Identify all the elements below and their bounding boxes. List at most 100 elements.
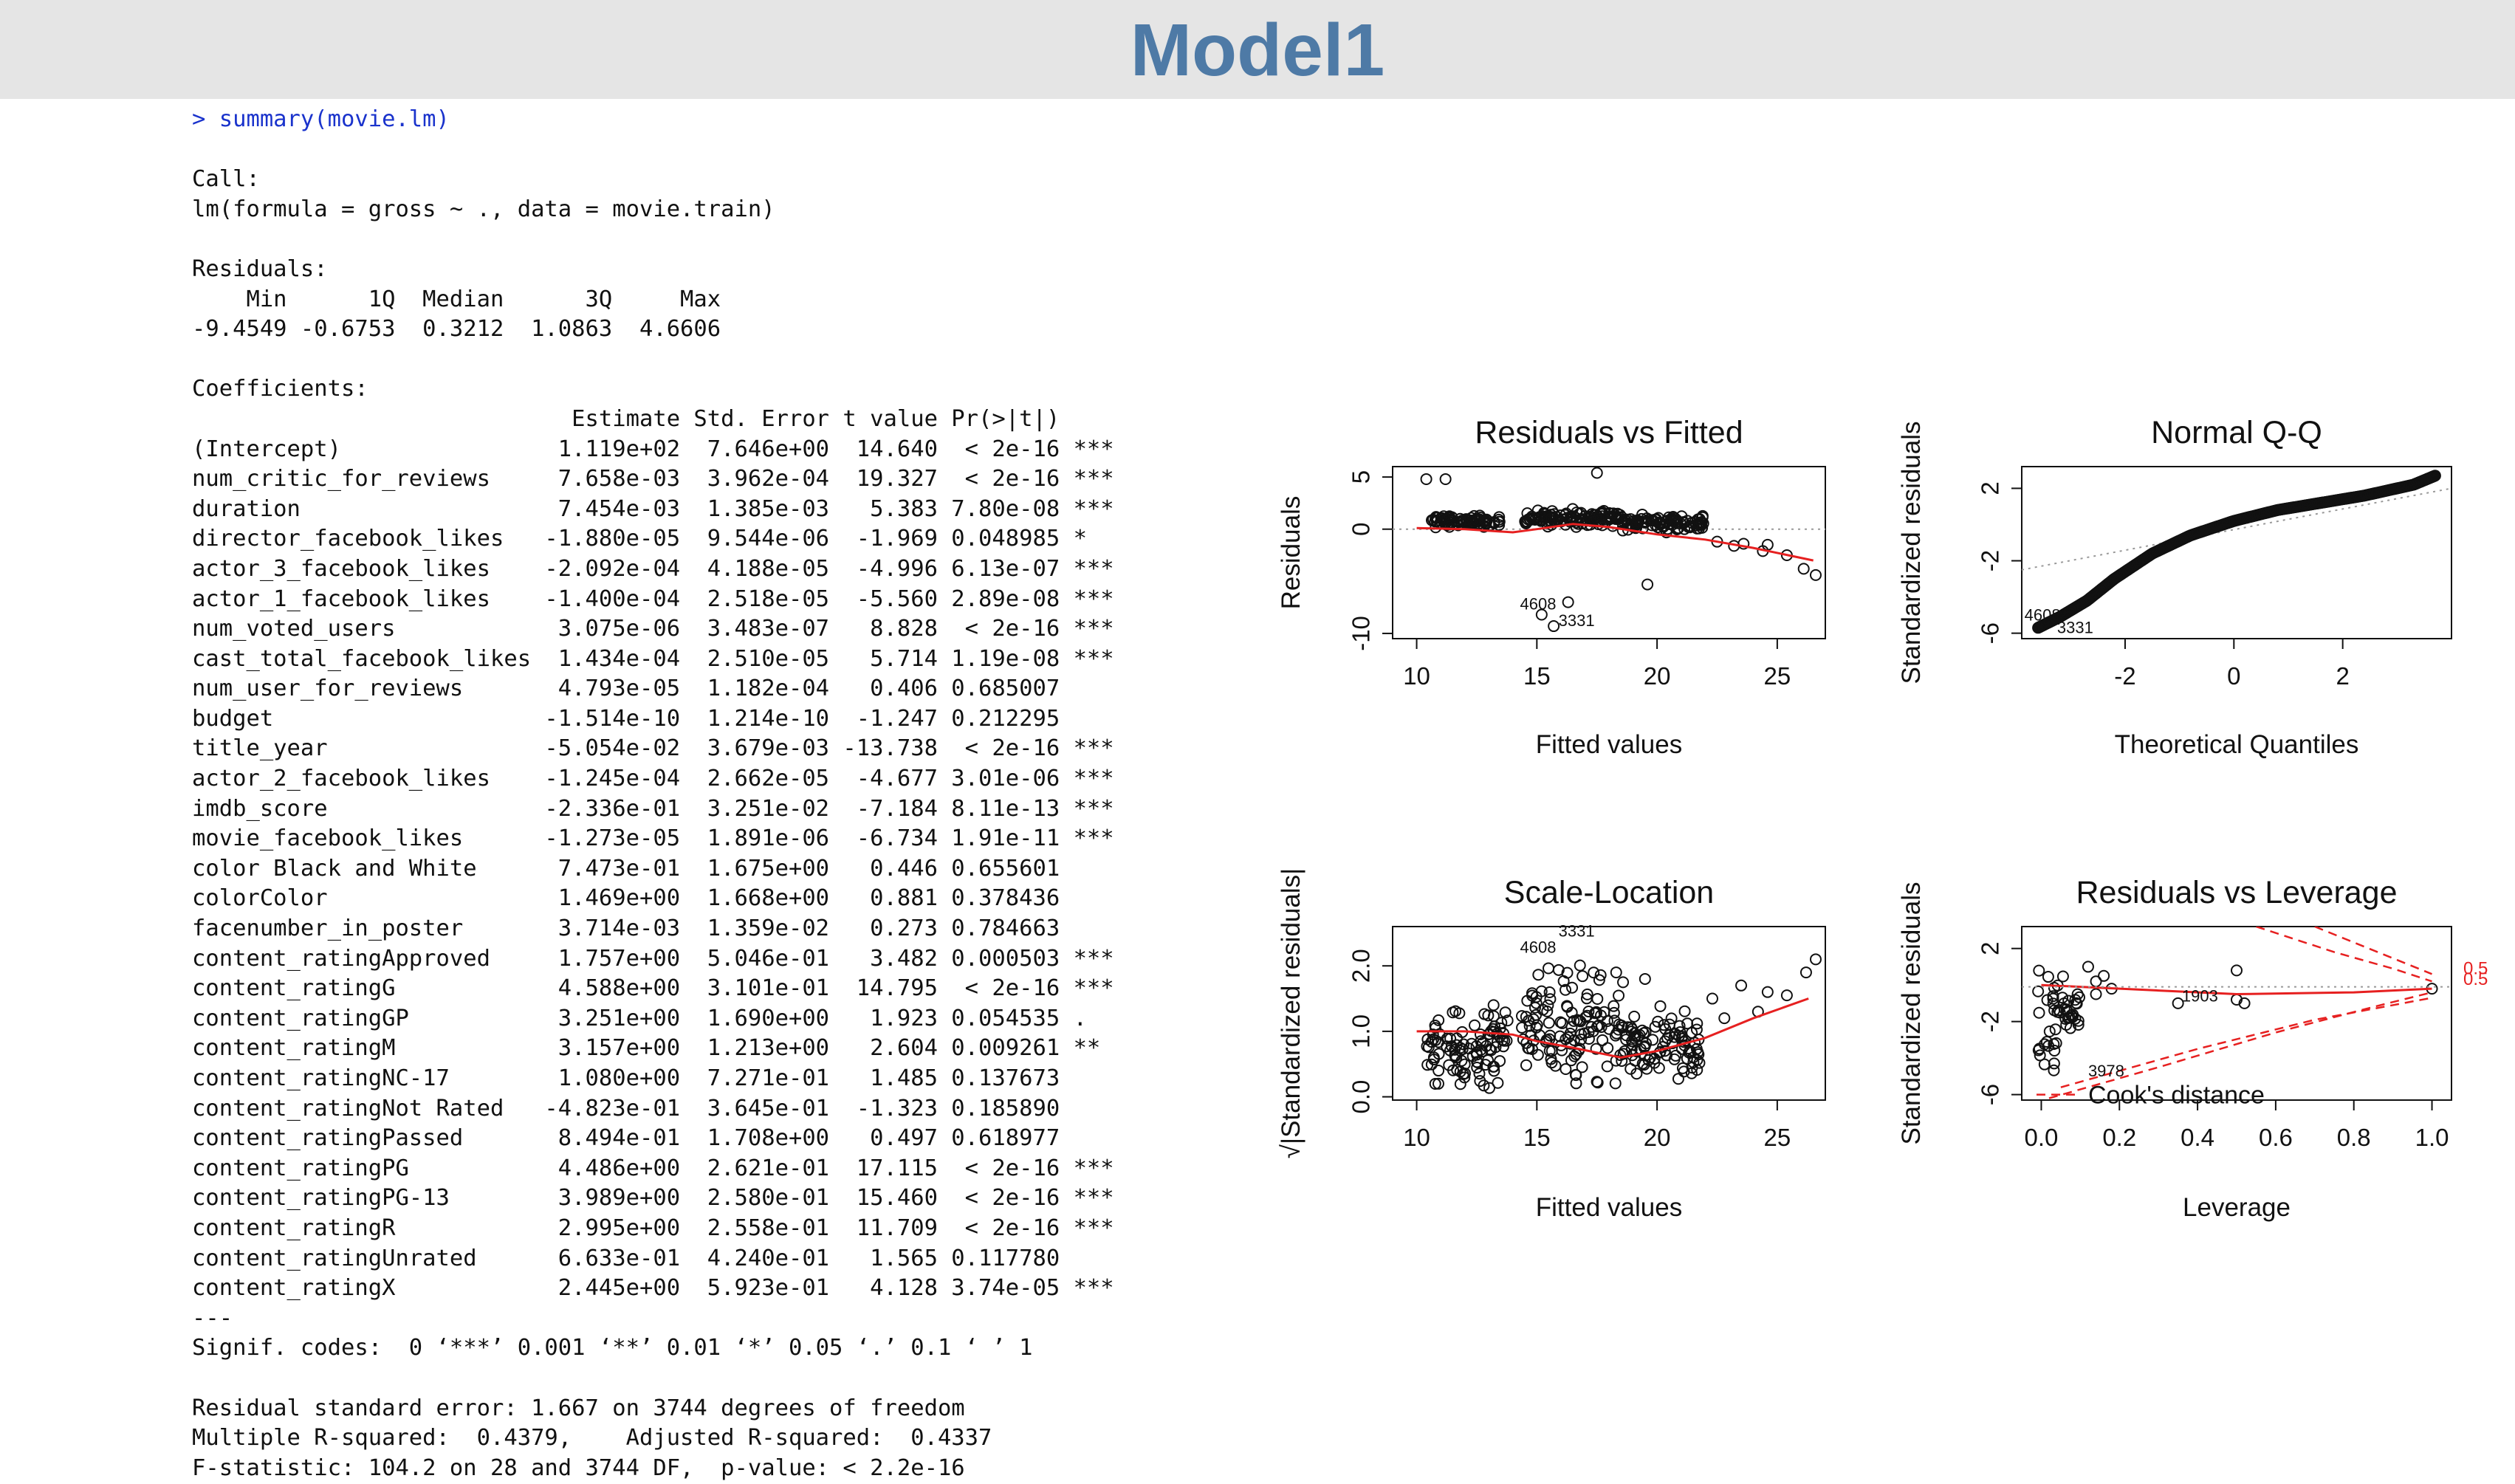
cooks-contour-label: 0.5 bbox=[2463, 969, 2488, 989]
console-output-line: num_user_for_reviews 4.793e-05 1.182e-04… bbox=[192, 676, 1114, 702]
data-point bbox=[1593, 974, 1605, 986]
diagnostic-plots-panel: Residuals vs Fitted Fitted values Residual… bbox=[1255, 384, 2515, 1270]
data-point bbox=[1580, 992, 1593, 1005]
point-label: 3331 bbox=[1559, 611, 1595, 630]
x-tick-label: 10 bbox=[1403, 1124, 1430, 1151]
point-label: 3331 bbox=[1559, 921, 1595, 940]
data-point bbox=[1482, 1054, 1495, 1067]
data-point bbox=[1594, 969, 1607, 981]
data-point bbox=[1616, 511, 1628, 523]
y-axis-label: Standardized residuals bbox=[1897, 882, 1926, 1144]
data-point bbox=[1458, 1058, 1471, 1071]
data-point bbox=[1576, 970, 1589, 983]
console-output-line: content_ratingM 3.157e+00 1.213e+00 2.60… bbox=[192, 1035, 1114, 1062]
data-point bbox=[2172, 997, 2184, 1009]
data-point bbox=[1447, 1064, 1459, 1076]
x-tick-label: 0.8 bbox=[2337, 1124, 2371, 1151]
console-output-line: movie_facebook_likes -1.273e-05 1.891e-0… bbox=[192, 825, 1114, 852]
data-point bbox=[1425, 1058, 1438, 1071]
smooth-line bbox=[1416, 523, 1814, 562]
data-point bbox=[1557, 975, 1570, 987]
data-point bbox=[1458, 516, 1471, 529]
console-output-line: F-statistic: 104.2 on 28 and 3744 DF, p-… bbox=[192, 1454, 965, 1481]
x-tick-label: 10 bbox=[1403, 662, 1430, 690]
console-output-line: colorColor 1.469e+00 1.668e+00 0.881 0.3… bbox=[192, 885, 1114, 912]
data-point bbox=[1477, 1037, 1489, 1049]
r-console-output: > summary(movie.lm) Call: lm(formula = gro… bbox=[192, 105, 1285, 1483]
data-point bbox=[1568, 1050, 1581, 1062]
plot-frame bbox=[1392, 926, 1826, 1101]
y-tick-label: -2 bbox=[1977, 550, 2004, 571]
console-output-line: num_voted_users 3.075e-06 3.483e-07 8.82… bbox=[192, 616, 1114, 642]
data-point bbox=[1429, 1034, 1441, 1046]
data-point bbox=[1574, 959, 1586, 972]
cooks-distance-curve bbox=[2048, 991, 2432, 1099]
point-label: 4608 bbox=[1520, 594, 1557, 613]
legend-entry: Cook's distance bbox=[2088, 1082, 2265, 1110]
data-point bbox=[1676, 1062, 1689, 1074]
data-point bbox=[1468, 509, 1480, 522]
data-point bbox=[1654, 1000, 1667, 1012]
console-output-line: Residuals: bbox=[192, 255, 328, 282]
plot-title: Residuals vs Fitted bbox=[1475, 415, 1743, 450]
data-point bbox=[1560, 983, 1572, 996]
data-point bbox=[1543, 510, 1556, 523]
data-point bbox=[1661, 1032, 1674, 1045]
data-point bbox=[1675, 510, 1688, 523]
data-point bbox=[2051, 1006, 2064, 1018]
data-point bbox=[1471, 1062, 1483, 1074]
data-point bbox=[1737, 537, 1750, 550]
x-tick-label: 15 bbox=[1523, 662, 1551, 690]
data-point bbox=[1493, 515, 1506, 528]
console-output-line: Multiple R-squared: 0.4379, Adjusted R-s… bbox=[192, 1425, 1006, 1452]
data-point bbox=[1455, 515, 1467, 528]
data-point bbox=[1590, 1042, 1602, 1055]
console-output-line: facenumber_in_poster 3.714e-03 1.359e-02… bbox=[192, 916, 1114, 942]
data-point bbox=[1543, 1017, 1555, 1029]
console-output-line: Min 1Q Median 3Q Max bbox=[192, 286, 735, 312]
data-point bbox=[1591, 1076, 1604, 1089]
data-point bbox=[1498, 1034, 1511, 1047]
console-output-line: actor_3_facebook_likes -2.092e-04 4.188e… bbox=[192, 555, 1114, 582]
data-point bbox=[2039, 1038, 2051, 1051]
data-point bbox=[2038, 1058, 2051, 1071]
data-point bbox=[1458, 1071, 1471, 1084]
data-point bbox=[1535, 608, 1548, 621]
data-point bbox=[1647, 1034, 1659, 1046]
data-point bbox=[1556, 1017, 1568, 1029]
data-point bbox=[1520, 517, 1532, 529]
data-point bbox=[1522, 1042, 1534, 1054]
reference-line bbox=[2022, 487, 2451, 571]
data-point bbox=[2429, 470, 2441, 482]
data-point bbox=[1474, 1075, 1486, 1088]
data-point bbox=[1520, 1059, 1532, 1071]
cooks-contour-label: 0.5 bbox=[2463, 958, 2488, 978]
data-point bbox=[2034, 1049, 2046, 1062]
data-point bbox=[1453, 1007, 1466, 1020]
console-output-line: Coefficients: bbox=[192, 376, 368, 402]
data-point bbox=[1668, 1031, 1681, 1043]
data-point bbox=[1581, 988, 1593, 1000]
data-point bbox=[1692, 1033, 1705, 1045]
data-point bbox=[1433, 1065, 1445, 1077]
data-point bbox=[1543, 962, 1555, 975]
y-tick-label: -6 bbox=[1977, 1084, 2004, 1105]
data-point bbox=[2069, 994, 2082, 1006]
console-output-line: num_critic_for_reviews 7.658e-03 3.962e-… bbox=[192, 466, 1114, 492]
data-point bbox=[2082, 961, 2094, 973]
plot-title: Scale-Location bbox=[1504, 875, 1714, 910]
plot-marks bbox=[1393, 467, 1825, 633]
console-output-line: actor_1_facebook_likes -1.400e-04 2.518e… bbox=[192, 585, 1114, 612]
x-tick-label: 0.6 bbox=[2259, 1124, 2293, 1151]
data-point bbox=[1685, 1067, 1698, 1079]
console-output-line: content_ratingX 2.445e+00 5.923e-01 4.12… bbox=[192, 1275, 1114, 1302]
data-point bbox=[1430, 1022, 1442, 1034]
data-point bbox=[1627, 1039, 1639, 1051]
data-point bbox=[1590, 1007, 1602, 1020]
console-output-line: duration 7.454e-03 1.385e-03 5.383 7.80e… bbox=[192, 495, 1114, 522]
data-point bbox=[1570, 1077, 1582, 1090]
data-point bbox=[1439, 473, 1452, 485]
data-point bbox=[2065, 1009, 2078, 1022]
data-point bbox=[1591, 992, 1604, 1005]
data-point bbox=[1678, 1005, 1691, 1017]
